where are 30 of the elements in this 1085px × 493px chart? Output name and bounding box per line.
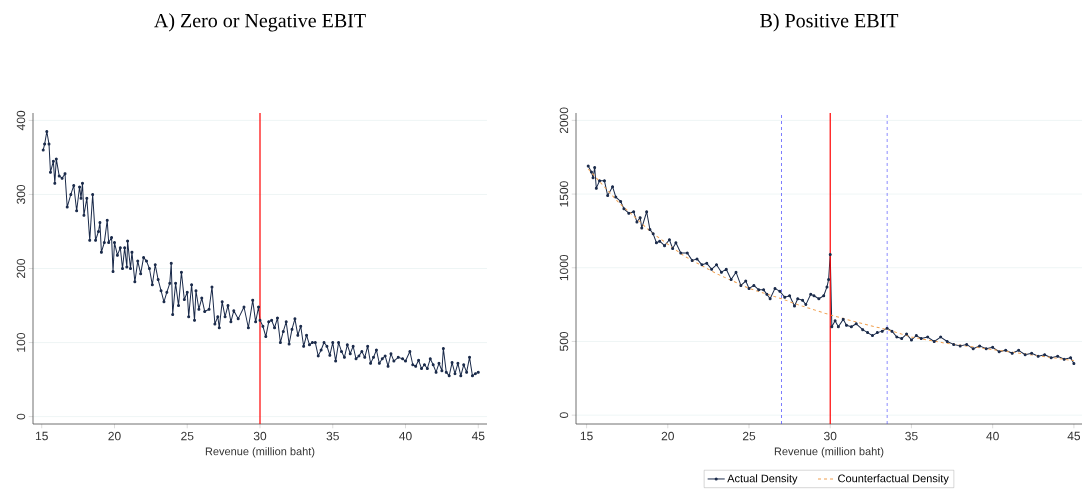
- y-tick-label: 300: [16, 184, 26, 205]
- y-tick-label: 400: [16, 110, 26, 131]
- x-tick-label: 45: [471, 431, 485, 441]
- y-tick-label: 1000: [559, 254, 569, 281]
- y-tick-label: 1500: [559, 181, 569, 207]
- x-tick-label: 40: [986, 431, 999, 441]
- x-tick-label: 20: [661, 431, 674, 441]
- y-tick-label: 2000: [559, 107, 569, 134]
- y-tick-label: 500: [559, 331, 569, 351]
- x-tick-label: 25: [181, 431, 194, 441]
- x-tick-label: 15: [580, 431, 593, 441]
- x-tick-label: 30: [824, 431, 837, 441]
- y-tick-label: 0: [559, 412, 569, 419]
- x-tick-label: 30: [253, 431, 267, 441]
- y-tick-label: 100: [16, 333, 26, 352]
- chart-title: B) Positive EBIT: [760, 13, 899, 32]
- y-tick-label: 200: [16, 258, 26, 278]
- x-axis-title: Revenue (million baht): [205, 447, 315, 458]
- x-tick-label: 25: [742, 431, 756, 441]
- x-tick-label: 35: [326, 431, 339, 441]
- x-tick-label: 45: [1067, 431, 1081, 441]
- x-tick-label: 15: [35, 431, 48, 441]
- x-tick-label: 40: [399, 431, 412, 441]
- legend-label: Counterfactual Density: [838, 474, 949, 485]
- x-axis-title: Revenue (million baht): [774, 447, 884, 458]
- legend-label: Actual Density: [727, 474, 798, 485]
- x-tick-label: 20: [108, 431, 121, 441]
- chart-title: A) Zero or Negative EBIT: [154, 13, 366, 32]
- x-tick-label: 35: [905, 431, 918, 441]
- y-tick-label: 0: [16, 413, 26, 420]
